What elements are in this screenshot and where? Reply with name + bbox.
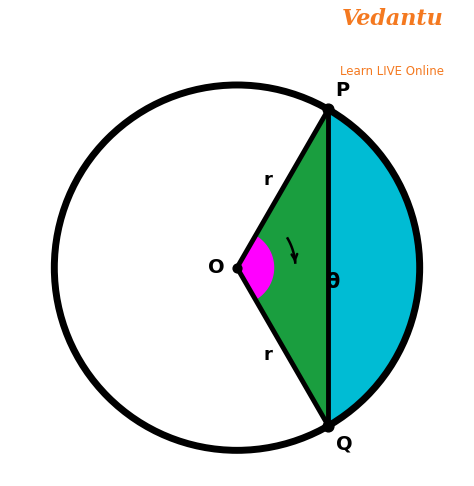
Text: P: P [336, 81, 350, 100]
Text: Q: Q [336, 435, 352, 454]
Text: Learn LIVE Online: Learn LIVE Online [340, 65, 444, 78]
Polygon shape [237, 236, 273, 299]
Text: θ: θ [325, 272, 339, 292]
Point [325, 422, 332, 430]
Polygon shape [328, 109, 419, 426]
Polygon shape [237, 109, 419, 426]
Text: O: O [208, 258, 224, 277]
Text: Vedantu: Vedantu [342, 8, 444, 30]
Point [325, 105, 332, 113]
Text: r: r [264, 346, 273, 364]
Text: r: r [264, 172, 273, 190]
Point [233, 264, 241, 272]
